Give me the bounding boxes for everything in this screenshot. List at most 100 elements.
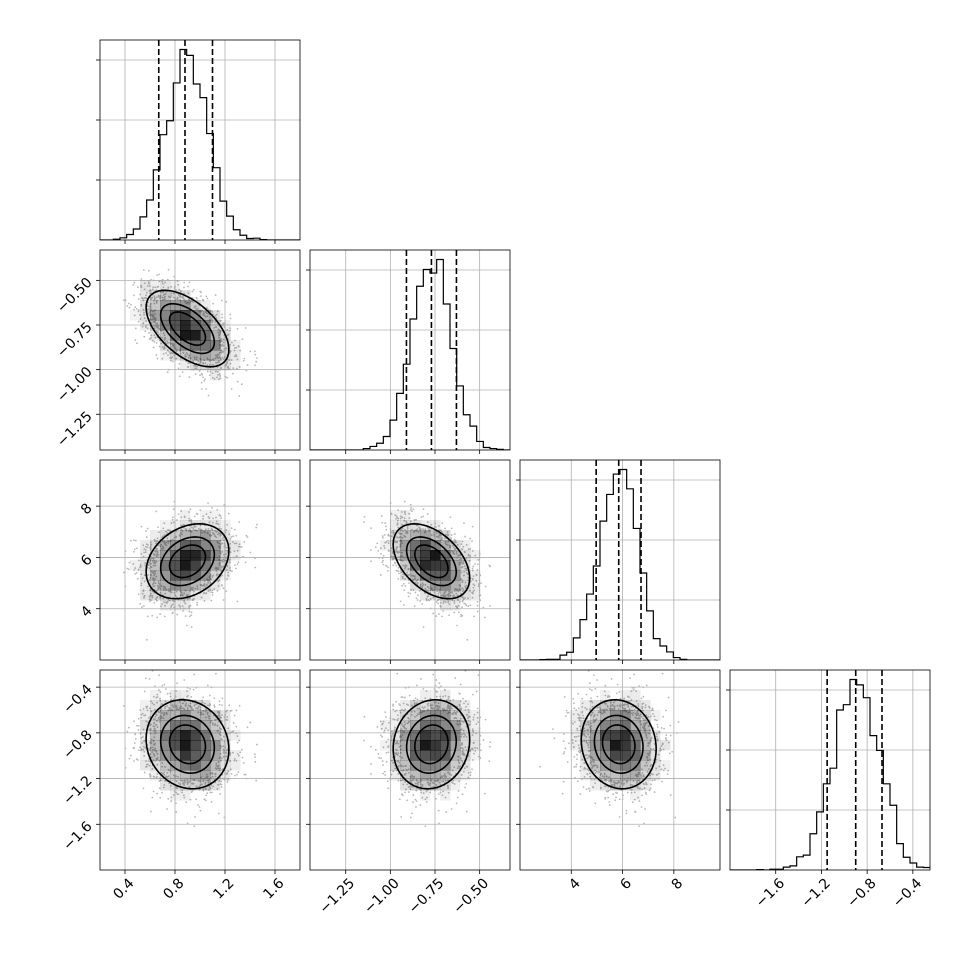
scatter-point [650,749,653,751]
scatter-point [648,729,651,732]
scatter-point [200,596,203,599]
density-bin [200,510,211,521]
scatter-point [452,782,454,785]
scatter-point [256,357,258,360]
scatter-point [175,350,178,353]
scatter-point [438,682,441,685]
scatter-point [390,773,393,776]
scatter-point [447,594,450,597]
scatter-point [225,569,228,572]
scatter-point [635,782,638,785]
scatter-point [164,705,167,708]
scatter-point [460,557,463,560]
scatter-point [419,779,422,781]
scatter-point [417,578,419,581]
scatter-point [363,739,365,742]
scatter-point [429,697,432,700]
scatter-point [620,782,623,785]
scatter-point [625,710,627,713]
scatter-point [455,713,457,716]
scatter-point [163,784,166,786]
scatter-point [432,673,435,676]
scatter-point [136,577,139,580]
scatter-point [226,716,229,718]
scatter-point [134,306,137,309]
scatter-point [598,711,601,713]
scatter-point [253,350,256,353]
scatter-point [218,703,221,706]
scatter-point [212,574,215,577]
scatter-point [577,707,580,710]
scatter-point [396,754,399,756]
scatter-point [140,573,143,576]
scatter-point [160,279,163,282]
scatter-point [406,722,409,725]
scatter-point [439,601,442,604]
scatter-point [222,539,225,542]
scatter-point [159,715,162,717]
scatter-point [440,775,443,778]
scatter-point [438,534,441,537]
scatter-point [472,586,475,589]
scatter-point [407,786,410,788]
scatter-point [148,764,151,767]
density-bin [150,750,161,761]
scatter-point [473,713,476,716]
contour-line [145,523,230,600]
scatter-point [149,562,152,565]
scatter-point [158,333,160,336]
density-bin [140,700,151,711]
scatter-point [465,705,467,708]
scatter-point [175,535,177,538]
density-bin [150,300,161,311]
scatter-point [576,753,578,756]
scatter-point [478,727,481,730]
scatter-point [180,516,183,519]
scatter-point [208,521,211,524]
scatter-point [236,735,239,738]
scatter-point [188,376,191,378]
density-bin [190,730,201,741]
scatter-point [157,689,160,692]
scatter-point [165,711,168,714]
scatter-point [401,696,404,699]
density-bin [200,350,211,361]
scatter-point [166,371,169,374]
scatter-point [235,732,237,735]
density-bin [170,340,181,351]
panel-content [100,670,300,870]
panel-frame [99,39,301,241]
scatter-point [124,550,127,553]
scatter-point [429,597,432,600]
scatter-point [405,520,407,523]
scatter-point [195,296,198,299]
scatter-point [587,733,590,736]
scatter-point [186,822,189,825]
scatter-point [574,776,577,779]
scatter-point [575,765,577,768]
scatter-point [610,678,613,680]
panel-frame [729,669,931,871]
scatter-point [449,711,452,714]
scatter-point [163,346,166,349]
scatter-point [460,613,462,616]
scatter-point [587,723,590,726]
scatter-point [370,549,372,551]
scatter-point [201,298,204,301]
scatter-point [218,334,221,337]
scatter-point [409,788,412,791]
scatter-point [195,356,198,359]
scatter-point [407,720,410,723]
scatter-point [161,791,164,794]
density-bin [160,280,171,291]
scatter-point [636,780,639,782]
scatter-point [421,585,424,587]
scatter-point [198,370,201,372]
density-bin [660,740,671,751]
scatter-point [462,748,465,751]
scatter-point [155,575,158,578]
scatter-point [142,555,145,558]
scatter-point [135,572,138,574]
scatter-point [133,281,136,284]
scatter-point [448,773,451,775]
